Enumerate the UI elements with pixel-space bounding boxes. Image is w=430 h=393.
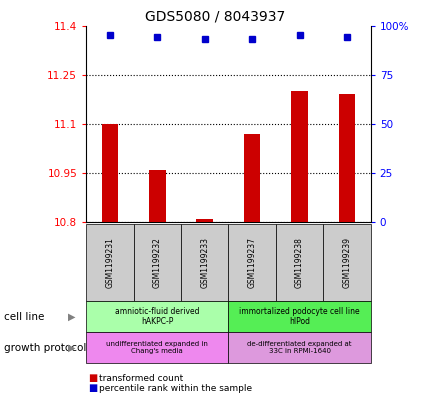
Text: transformed count: transformed count xyxy=(99,374,183,382)
Text: GSM1199231: GSM1199231 xyxy=(105,237,114,288)
Text: percentile rank within the sample: percentile rank within the sample xyxy=(99,384,252,393)
Text: GSM1199237: GSM1199237 xyxy=(247,237,256,288)
Text: undifferentiated expanded in
Chang's media: undifferentiated expanded in Chang's med… xyxy=(106,341,208,354)
Text: amniotic-fluid derived
hAKPC-P: amniotic-fluid derived hAKPC-P xyxy=(115,307,199,327)
Bar xyxy=(101,124,118,222)
Text: ■: ■ xyxy=(88,373,97,383)
Text: cell line: cell line xyxy=(4,312,45,322)
Text: GSM1199238: GSM1199238 xyxy=(295,237,303,288)
Bar xyxy=(291,91,307,222)
Text: de-differentiated expanded at
33C in RPMI-1640: de-differentiated expanded at 33C in RPM… xyxy=(247,341,351,354)
Text: ▶: ▶ xyxy=(68,312,75,322)
Text: GSM1199239: GSM1199239 xyxy=(342,237,350,288)
Text: immortalized podocyte cell line
hIPod: immortalized podocyte cell line hIPod xyxy=(239,307,359,327)
Text: growth protocol: growth protocol xyxy=(4,343,86,353)
Text: GDS5080 / 8043937: GDS5080 / 8043937 xyxy=(145,10,285,24)
Text: ▶: ▶ xyxy=(68,343,75,353)
Text: GSM1199233: GSM1199233 xyxy=(200,237,209,288)
Text: GSM1199232: GSM1199232 xyxy=(153,237,161,288)
Bar xyxy=(149,170,165,222)
Bar xyxy=(338,94,354,222)
Bar xyxy=(196,219,212,222)
Bar xyxy=(243,134,260,222)
Text: ■: ■ xyxy=(88,383,97,393)
